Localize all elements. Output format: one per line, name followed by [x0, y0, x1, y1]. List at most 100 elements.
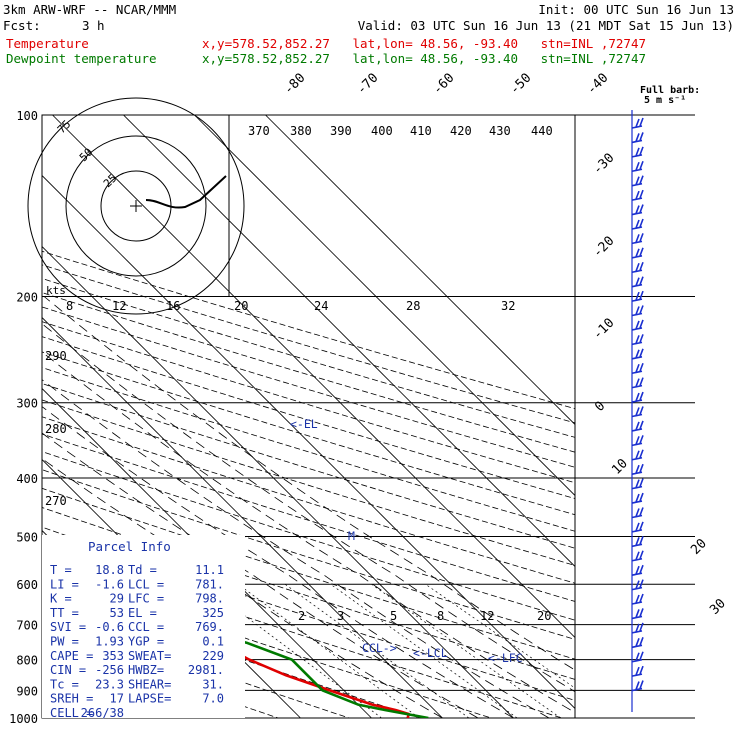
parcel-row-value: -0.6	[95, 620, 124, 634]
moist-adiabat	[42, 323, 575, 693]
theta-label: 400	[371, 124, 393, 138]
wind-key-title: Full barb:	[640, 85, 700, 96]
isotherm-label: -70	[354, 71, 381, 98]
mixing-ratio-line	[371, 583, 561, 718]
wind-barb	[631, 406, 644, 418]
wind-barb	[631, 637, 644, 649]
theta-label: 430	[489, 124, 511, 138]
parcel-row-label2: Td =	[128, 563, 157, 577]
wind-barb	[631, 247, 644, 259]
hodo-ring	[27, 97, 245, 315]
moist-adiabat	[42, 432, 479, 718]
parcel-row-label: T =	[50, 563, 72, 577]
parcel-row-label: K =	[50, 592, 72, 606]
parcel-row-label2: LFC =	[128, 592, 164, 606]
wind-barb	[631, 218, 644, 230]
legend-dewpoint: Dewpoint temperature	[6, 51, 157, 66]
mixing-ratio-label: 3	[337, 609, 344, 623]
wind-barb	[631, 377, 644, 389]
wind-barb	[631, 550, 644, 562]
hodo-center	[130, 200, 142, 212]
wind-barb	[631, 507, 644, 519]
pressure-label: 500	[16, 530, 38, 544]
isotherm-label: 20	[688, 536, 710, 558]
mixing-ratio-label: 20	[537, 609, 551, 623]
wind-barb	[631, 593, 644, 605]
parcel-row-value2: 325	[202, 606, 224, 620]
dry-adiabat	[42, 416, 575, 584]
isotherm-label: -20	[590, 234, 617, 261]
isotherm-line	[52, 115, 575, 639]
parcel-row-label: CAPE =	[50, 649, 93, 663]
parcel-row-label: LI =	[50, 577, 79, 591]
isotherm-label: 10	[609, 456, 631, 478]
init-time: Init: 00 UTC Sun 16 Jun 13	[538, 2, 734, 17]
isotherm-line	[265, 115, 575, 426]
parcel-row-label2: SWEAT=	[128, 649, 171, 663]
wind-barb	[631, 348, 644, 360]
wind-barb	[631, 362, 644, 375]
valid-time: Valid: 03 UTC Sun 16 Jun 13 (21 MDT Sat …	[357, 18, 734, 33]
isotherm-label: -10	[590, 316, 617, 343]
parcel-row-label: PW =	[50, 635, 79, 649]
theta-label: 380	[290, 124, 312, 138]
parcel-row-value: 18.8	[95, 563, 124, 577]
parcel-info-panel: Parcel Info T = 18.8 Td = 11.1 LI = -1.6 LCL =…	[42, 535, 245, 720]
mixing-ratio-line	[425, 583, 575, 689]
wind-barb	[631, 680, 644, 692]
theta-label: 280	[45, 422, 67, 436]
isotherm-line	[42, 174, 575, 710]
wind-barb	[631, 132, 644, 144]
wind-barb	[631, 334, 644, 346]
plot-frame	[41, 114, 576, 719]
theta-label: 290	[45, 349, 67, 363]
location-line-green: x,y=578.52,852.27 lat,lon= 48.56, -93.40…	[202, 51, 647, 66]
wind-barb	[631, 204, 644, 216]
parcel-row-label2: LAPSE=	[128, 692, 171, 706]
pressure-label: 600	[16, 578, 38, 592]
parcel-row-label: CELL =	[50, 706, 93, 720]
pressure-label: 900	[16, 684, 38, 698]
mixing-ratio-label: 2	[298, 609, 305, 623]
model-title: 3km ARW-WRF -- NCAR/MMM	[3, 2, 177, 17]
dry-adiabat	[42, 250, 575, 410]
wind-barb	[631, 146, 644, 158]
parcel-row-value2: 11.1	[195, 563, 224, 577]
legend-temperature: Temperature	[6, 36, 89, 51]
wind-barb	[631, 492, 644, 504]
temperature-profile	[42, 555, 410, 718]
parcel-row-value2: 0.1	[202, 635, 224, 649]
parcel-row-label: TT =	[50, 606, 79, 620]
parcel-row-value2: 769.	[195, 620, 224, 634]
mixing-ratio-label: 12	[480, 609, 494, 623]
parcel-row-value2: 229	[202, 649, 224, 663]
wind-barb	[631, 449, 644, 461]
isotherm-line	[42, 387, 372, 718]
pressure-label: 1000	[9, 712, 38, 726]
dry-adiabat	[42, 611, 351, 718]
moist-adiabat	[42, 406, 514, 718]
isotherm-label: 0	[592, 399, 608, 415]
parcel-row-value: 266/38	[81, 706, 124, 720]
m-marker: M	[348, 529, 355, 543]
parcel-row-value: 17	[110, 692, 124, 706]
parcel-row-label2: EL =	[128, 606, 157, 620]
wind-barb	[631, 665, 644, 677]
parcel-row-value2: 798.	[195, 592, 224, 606]
hodo-speed-tick: 28	[406, 299, 420, 313]
moist-adiabat	[42, 351, 575, 713]
el-marker: <-EL	[290, 417, 318, 431]
parcel-row-value: 23.3	[95, 677, 124, 691]
hodo-speed-tick: 12	[112, 299, 126, 313]
pressure-label: 200	[16, 291, 38, 305]
isotherm-label: -80	[281, 71, 308, 98]
dry-adiabat	[42, 264, 575, 424]
pressure-label: 700	[16, 619, 38, 633]
isotherm-label: -30	[590, 151, 617, 178]
wind-barb	[631, 463, 644, 475]
wind-barb	[631, 564, 644, 576]
theta-label: 440	[531, 124, 553, 138]
isotherm-label: 30	[707, 596, 729, 618]
mixing-ratio-line	[330, 583, 518, 718]
moist-adiabat	[42, 458, 443, 718]
